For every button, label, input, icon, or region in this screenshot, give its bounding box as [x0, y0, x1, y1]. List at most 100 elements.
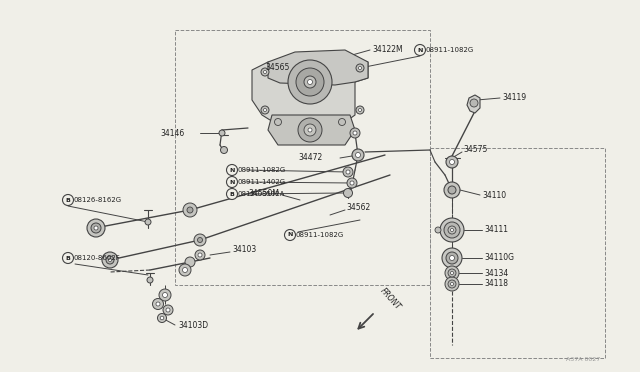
Circle shape	[183, 203, 197, 217]
Circle shape	[352, 149, 364, 161]
Text: B: B	[65, 256, 70, 260]
Circle shape	[102, 252, 118, 268]
Text: 08911-1082G: 08911-1082G	[238, 167, 286, 173]
Circle shape	[343, 167, 353, 177]
Circle shape	[187, 207, 193, 213]
Circle shape	[198, 253, 202, 257]
Circle shape	[145, 219, 151, 225]
Text: 34146: 34146	[160, 128, 184, 138]
Circle shape	[448, 186, 456, 194]
Circle shape	[440, 218, 464, 242]
Circle shape	[227, 189, 237, 199]
Circle shape	[221, 147, 227, 154]
Circle shape	[160, 316, 164, 320]
Circle shape	[415, 45, 426, 55]
Circle shape	[451, 272, 454, 275]
Circle shape	[451, 228, 454, 231]
Text: 34119: 34119	[502, 93, 526, 103]
Circle shape	[358, 109, 362, 112]
Circle shape	[444, 222, 460, 238]
Circle shape	[344, 189, 353, 198]
Circle shape	[307, 80, 312, 84]
Bar	[430, 148, 605, 358]
Text: 08120-8602F: 08120-8602F	[74, 255, 121, 261]
Polygon shape	[268, 115, 355, 145]
Text: N: N	[417, 48, 422, 52]
Text: 34103: 34103	[232, 246, 256, 254]
Circle shape	[109, 259, 111, 262]
Circle shape	[448, 269, 456, 277]
Text: N: N	[229, 180, 235, 185]
Circle shape	[182, 267, 188, 273]
Circle shape	[87, 219, 105, 237]
Circle shape	[264, 109, 266, 112]
Circle shape	[435, 227, 441, 233]
Text: 34110: 34110	[482, 190, 506, 199]
Circle shape	[355, 153, 360, 157]
Text: 34472: 34472	[298, 154, 323, 163]
Circle shape	[194, 234, 206, 246]
Circle shape	[296, 68, 324, 96]
Circle shape	[353, 131, 357, 135]
Text: B: B	[230, 192, 234, 196]
Text: 08120-8502A: 08120-8502A	[238, 191, 285, 197]
Text: 34550M: 34550M	[248, 189, 279, 198]
Circle shape	[304, 76, 316, 88]
Circle shape	[261, 106, 269, 114]
Text: 34565: 34565	[265, 64, 289, 73]
Circle shape	[451, 282, 454, 285]
Circle shape	[275, 119, 282, 125]
Text: A37A 0027: A37A 0027	[566, 357, 600, 362]
Bar	[175, 30, 430, 285]
Circle shape	[347, 178, 357, 188]
Circle shape	[449, 160, 454, 164]
Text: 08911-1082G: 08911-1082G	[296, 232, 344, 238]
Circle shape	[219, 130, 225, 136]
Circle shape	[445, 266, 459, 280]
Text: 34111: 34111	[484, 225, 508, 234]
Text: 34110G: 34110G	[484, 253, 514, 263]
Text: 34118: 34118	[484, 279, 508, 289]
Circle shape	[350, 181, 354, 185]
Circle shape	[166, 308, 170, 312]
Circle shape	[63, 253, 74, 263]
Text: 34562: 34562	[346, 203, 371, 212]
Circle shape	[163, 305, 173, 315]
Polygon shape	[252, 58, 368, 120]
Circle shape	[163, 292, 168, 298]
Circle shape	[198, 237, 202, 243]
Text: 34134: 34134	[484, 269, 508, 278]
Circle shape	[157, 314, 166, 323]
Circle shape	[152, 298, 163, 310]
Circle shape	[156, 302, 160, 306]
Circle shape	[350, 128, 360, 138]
Circle shape	[448, 226, 456, 234]
Text: 34575: 34575	[463, 145, 488, 154]
Circle shape	[446, 252, 458, 264]
Text: FRONT: FRONT	[378, 287, 402, 312]
Circle shape	[288, 60, 332, 104]
Circle shape	[298, 118, 322, 142]
Circle shape	[448, 280, 456, 288]
Circle shape	[91, 223, 101, 233]
Circle shape	[63, 195, 74, 205]
Circle shape	[264, 71, 266, 74]
Circle shape	[106, 256, 114, 264]
Text: 34103D: 34103D	[178, 321, 208, 330]
Circle shape	[449, 256, 454, 260]
Text: N: N	[229, 167, 235, 173]
Circle shape	[358, 67, 362, 70]
Circle shape	[356, 106, 364, 114]
Circle shape	[346, 170, 350, 174]
Circle shape	[445, 277, 459, 291]
Text: 08911-1082G: 08911-1082G	[426, 47, 474, 53]
Circle shape	[285, 230, 296, 241]
Circle shape	[159, 289, 171, 301]
Circle shape	[446, 156, 458, 168]
Circle shape	[444, 182, 460, 198]
Circle shape	[308, 128, 312, 132]
Text: B: B	[65, 198, 70, 202]
Circle shape	[304, 124, 316, 136]
Circle shape	[185, 257, 195, 267]
Circle shape	[227, 176, 237, 187]
